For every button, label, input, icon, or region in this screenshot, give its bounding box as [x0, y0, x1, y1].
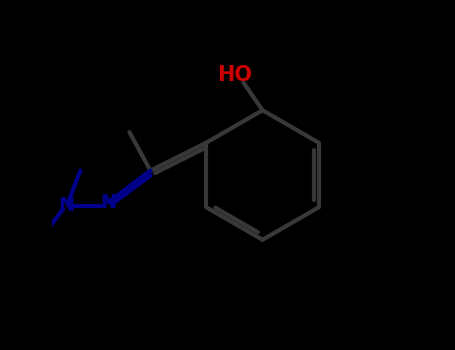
Text: N: N [58, 196, 75, 215]
Text: HO: HO [217, 65, 252, 85]
Text: N: N [100, 193, 116, 212]
